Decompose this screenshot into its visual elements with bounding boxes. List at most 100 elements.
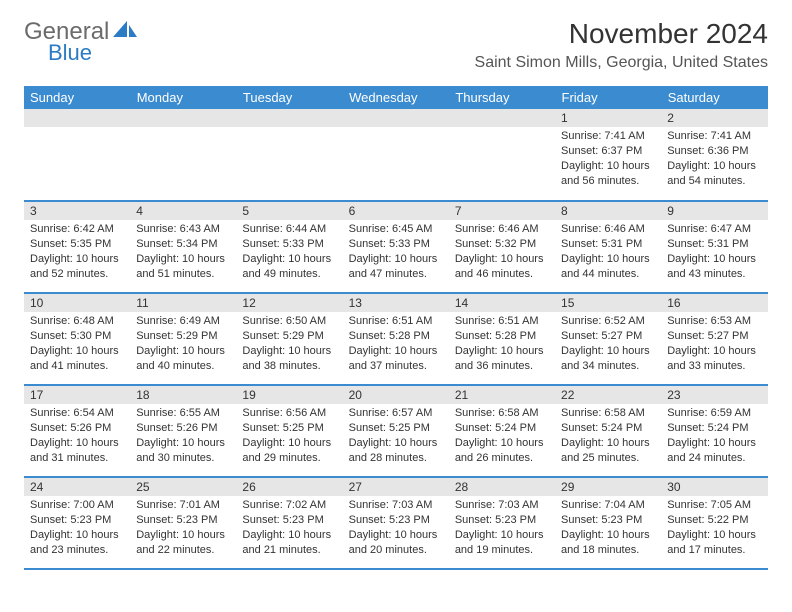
day-content: Sunrise: 6:51 AMSunset: 5:28 PMDaylight:… bbox=[343, 312, 449, 377]
daylight-line: Daylight: 10 hours and 56 minutes. bbox=[561, 160, 650, 187]
daylight-line: Daylight: 10 hours and 22 minutes. bbox=[136, 529, 225, 556]
calendar-day: 18Sunrise: 6:55 AMSunset: 5:26 PMDayligh… bbox=[130, 385, 236, 477]
sunrise-line: Sunrise: 7:02 AM bbox=[242, 499, 326, 511]
daylight-line: Daylight: 10 hours and 41 minutes. bbox=[30, 345, 119, 372]
calendar-week: 24Sunrise: 7:00 AMSunset: 5:23 PMDayligh… bbox=[24, 477, 768, 569]
sunrise-line: Sunrise: 6:58 AM bbox=[455, 407, 539, 419]
day-number-empty bbox=[343, 109, 449, 127]
daylight-line: Daylight: 10 hours and 28 minutes. bbox=[349, 437, 438, 464]
day-number: 2 bbox=[661, 109, 767, 127]
day-content: Sunrise: 6:42 AMSunset: 5:35 PMDaylight:… bbox=[24, 220, 130, 285]
calendar-week: 10Sunrise: 6:48 AMSunset: 5:30 PMDayligh… bbox=[24, 293, 768, 385]
calendar-day: 19Sunrise: 6:56 AMSunset: 5:25 PMDayligh… bbox=[236, 385, 342, 477]
sunrise-line: Sunrise: 6:47 AM bbox=[667, 223, 751, 235]
daylight-line: Daylight: 10 hours and 44 minutes. bbox=[561, 253, 650, 280]
calendar-day: 1Sunrise: 7:41 AMSunset: 6:37 PMDaylight… bbox=[555, 109, 661, 201]
day-content: Sunrise: 6:46 AMSunset: 5:31 PMDaylight:… bbox=[555, 220, 661, 285]
day-number: 4 bbox=[130, 202, 236, 220]
day-content: Sunrise: 7:04 AMSunset: 5:23 PMDaylight:… bbox=[555, 496, 661, 561]
sunset-line: Sunset: 5:34 PM bbox=[136, 238, 217, 250]
day-content: Sunrise: 6:58 AMSunset: 5:24 PMDaylight:… bbox=[449, 404, 555, 469]
daylight-line: Daylight: 10 hours and 19 minutes. bbox=[455, 529, 544, 556]
day-number-empty bbox=[449, 109, 555, 127]
day-header: Sunday bbox=[24, 86, 130, 109]
daylight-line: Daylight: 10 hours and 38 minutes. bbox=[242, 345, 331, 372]
day-number: 28 bbox=[449, 478, 555, 496]
calendar-week: 3Sunrise: 6:42 AMSunset: 5:35 PMDaylight… bbox=[24, 201, 768, 293]
sunset-line: Sunset: 5:29 PM bbox=[136, 330, 217, 342]
calendar-day: 28Sunrise: 7:03 AMSunset: 5:23 PMDayligh… bbox=[449, 477, 555, 569]
sunset-line: Sunset: 5:27 PM bbox=[561, 330, 642, 342]
calendar-day bbox=[236, 109, 342, 201]
calendar-day: 11Sunrise: 6:49 AMSunset: 5:29 PMDayligh… bbox=[130, 293, 236, 385]
calendar-day: 21Sunrise: 6:58 AMSunset: 5:24 PMDayligh… bbox=[449, 385, 555, 477]
sunrise-line: Sunrise: 6:48 AM bbox=[30, 315, 114, 327]
daylight-line: Daylight: 10 hours and 54 minutes. bbox=[667, 160, 756, 187]
sunset-line: Sunset: 5:24 PM bbox=[667, 422, 748, 434]
day-header: Saturday bbox=[661, 86, 767, 109]
sunset-line: Sunset: 5:32 PM bbox=[455, 238, 536, 250]
day-number: 7 bbox=[449, 202, 555, 220]
calendar-day: 24Sunrise: 7:00 AMSunset: 5:23 PMDayligh… bbox=[24, 477, 130, 569]
calendar-day: 4Sunrise: 6:43 AMSunset: 5:34 PMDaylight… bbox=[130, 201, 236, 293]
header: General Blue November 2024 Saint Simon M… bbox=[0, 0, 792, 78]
sunrise-line: Sunrise: 6:51 AM bbox=[349, 315, 433, 327]
daylight-line: Daylight: 10 hours and 47 minutes. bbox=[349, 253, 438, 280]
sunset-line: Sunset: 5:22 PM bbox=[667, 514, 748, 526]
day-content: Sunrise: 6:49 AMSunset: 5:29 PMDaylight:… bbox=[130, 312, 236, 377]
day-number: 1 bbox=[555, 109, 661, 127]
sunrise-line: Sunrise: 6:53 AM bbox=[667, 315, 751, 327]
sunset-line: Sunset: 5:23 PM bbox=[561, 514, 642, 526]
calendar-week: 1Sunrise: 7:41 AMSunset: 6:37 PMDaylight… bbox=[24, 109, 768, 201]
sunset-line: Sunset: 5:25 PM bbox=[349, 422, 430, 434]
day-number: 27 bbox=[343, 478, 449, 496]
day-number: 30 bbox=[661, 478, 767, 496]
daylight-line: Daylight: 10 hours and 37 minutes. bbox=[349, 345, 438, 372]
daylight-line: Daylight: 10 hours and 21 minutes. bbox=[242, 529, 331, 556]
day-number-empty bbox=[24, 109, 130, 127]
day-number: 15 bbox=[555, 294, 661, 312]
calendar-day: 2Sunrise: 7:41 AMSunset: 6:36 PMDaylight… bbox=[661, 109, 767, 201]
calendar-day: 5Sunrise: 6:44 AMSunset: 5:33 PMDaylight… bbox=[236, 201, 342, 293]
sunrise-line: Sunrise: 6:52 AM bbox=[561, 315, 645, 327]
sunset-line: Sunset: 5:23 PM bbox=[136, 514, 217, 526]
daylight-line: Daylight: 10 hours and 36 minutes. bbox=[455, 345, 544, 372]
day-content: Sunrise: 6:53 AMSunset: 5:27 PMDaylight:… bbox=[661, 312, 767, 377]
calendar-day: 12Sunrise: 6:50 AMSunset: 5:29 PMDayligh… bbox=[236, 293, 342, 385]
day-header: Tuesday bbox=[236, 86, 342, 109]
sunset-line: Sunset: 5:33 PM bbox=[242, 238, 323, 250]
daylight-line: Daylight: 10 hours and 29 minutes. bbox=[242, 437, 331, 464]
sunrise-line: Sunrise: 7:05 AM bbox=[667, 499, 751, 511]
month-title: November 2024 bbox=[475, 18, 768, 50]
day-header: Wednesday bbox=[343, 86, 449, 109]
sunset-line: Sunset: 5:31 PM bbox=[667, 238, 748, 250]
day-number: 29 bbox=[555, 478, 661, 496]
sunrise-line: Sunrise: 6:51 AM bbox=[455, 315, 539, 327]
day-content: Sunrise: 6:55 AMSunset: 5:26 PMDaylight:… bbox=[130, 404, 236, 469]
day-number: 12 bbox=[236, 294, 342, 312]
calendar-day bbox=[130, 109, 236, 201]
day-content-empty bbox=[343, 127, 449, 187]
calendar-header-row: SundayMondayTuesdayWednesdayThursdayFrid… bbox=[24, 86, 768, 109]
day-number: 5 bbox=[236, 202, 342, 220]
day-number: 3 bbox=[24, 202, 130, 220]
sunset-line: Sunset: 5:33 PM bbox=[349, 238, 430, 250]
sunrise-line: Sunrise: 6:56 AM bbox=[242, 407, 326, 419]
daylight-line: Daylight: 10 hours and 17 minutes. bbox=[667, 529, 756, 556]
sunset-line: Sunset: 5:24 PM bbox=[455, 422, 536, 434]
sunrise-line: Sunrise: 6:58 AM bbox=[561, 407, 645, 419]
daylight-line: Daylight: 10 hours and 49 minutes. bbox=[242, 253, 331, 280]
day-number: 25 bbox=[130, 478, 236, 496]
sunset-line: Sunset: 5:23 PM bbox=[349, 514, 430, 526]
sunset-line: Sunset: 5:23 PM bbox=[242, 514, 323, 526]
sunset-line: Sunset: 5:23 PM bbox=[455, 514, 536, 526]
sunset-line: Sunset: 5:35 PM bbox=[30, 238, 111, 250]
day-content: Sunrise: 6:44 AMSunset: 5:33 PMDaylight:… bbox=[236, 220, 342, 285]
sunset-line: Sunset: 5:26 PM bbox=[136, 422, 217, 434]
calendar-day: 7Sunrise: 6:46 AMSunset: 5:32 PMDaylight… bbox=[449, 201, 555, 293]
day-content: Sunrise: 6:52 AMSunset: 5:27 PMDaylight:… bbox=[555, 312, 661, 377]
daylight-line: Daylight: 10 hours and 51 minutes. bbox=[136, 253, 225, 280]
day-number: 21 bbox=[449, 386, 555, 404]
calendar-day: 3Sunrise: 6:42 AMSunset: 5:35 PMDaylight… bbox=[24, 201, 130, 293]
daylight-line: Daylight: 10 hours and 23 minutes. bbox=[30, 529, 119, 556]
